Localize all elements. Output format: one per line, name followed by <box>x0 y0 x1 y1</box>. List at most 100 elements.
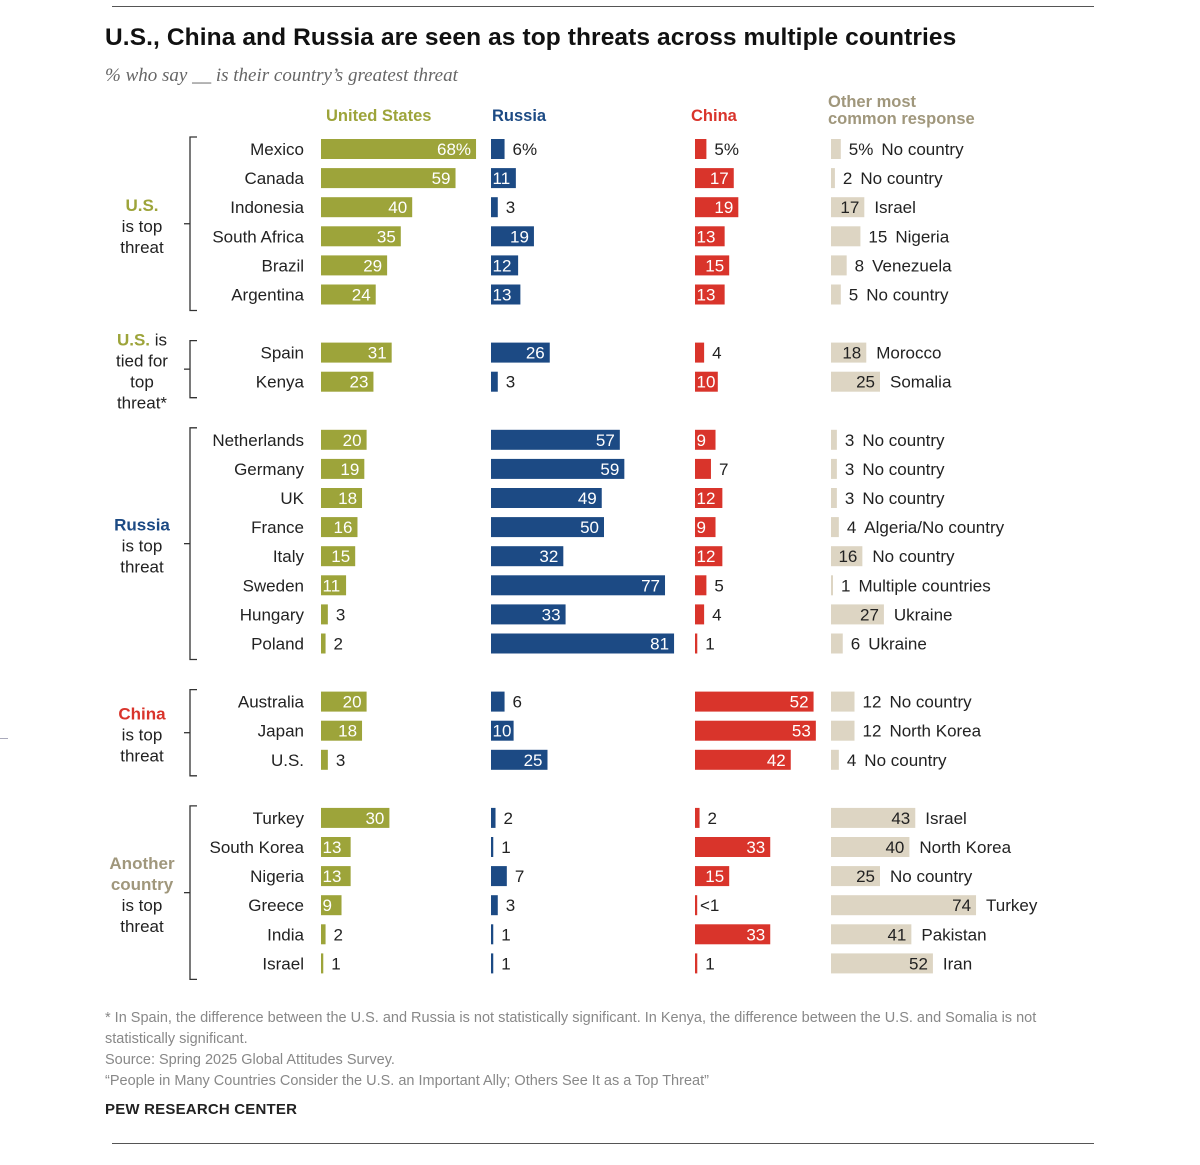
russia-bar-hungary <box>491 604 566 625</box>
top-rule <box>112 6 1094 7</box>
other-bar-argentina <box>831 284 841 305</box>
china-value-turkey: 2 <box>708 809 717 828</box>
china-bar-poland <box>695 633 698 654</box>
other-bar-netherlands <box>831 429 837 450</box>
us-bar-uk <box>321 488 363 508</box>
other-name-nigeria: No country <box>890 867 973 886</box>
us-bar-poland <box>321 633 326 654</box>
russia-bar-indonesia <box>491 197 498 218</box>
other-bar-france <box>831 517 839 538</box>
us-value-netherlands: 20 <box>343 431 362 450</box>
us-bar-u-s <box>321 749 328 770</box>
group-label-4-line-1: China <box>118 705 166 724</box>
country-label-sweden: Sweden <box>243 576 304 595</box>
other-name-canada: No country <box>860 169 943 188</box>
russia-bar-mexico <box>491 139 505 159</box>
us-value-turkey: 30 <box>365 809 384 828</box>
us-bar-brazil <box>321 255 388 276</box>
country-label-australia: Australia <box>238 693 305 712</box>
us-bar-australia <box>321 691 367 712</box>
other-name-turkey: Israel <box>925 809 967 828</box>
russia-bar-netherlands <box>491 429 620 450</box>
china-value-australia: 52 <box>790 693 809 712</box>
russia-value-mexico: 6% <box>513 140 538 159</box>
other-name-italy: No country <box>872 547 955 566</box>
other-bar-u-s <box>831 749 839 770</box>
country-label-india: India <box>267 925 304 944</box>
other-value-canada: 2 <box>843 169 852 188</box>
china-bar-greece <box>695 895 698 916</box>
group-label-5-line-4: threat <box>120 917 164 936</box>
china-value-nigeria: 15 <box>705 867 724 886</box>
us-value-argentina: 24 <box>352 286 371 305</box>
country-label-hungary: Hungary <box>240 605 305 624</box>
other-name-poland: Ukraine <box>868 635 927 654</box>
china-value-greece: <1 <box>700 896 719 915</box>
other-value-south-africa: 15 <box>868 227 887 246</box>
russia-value-uk: 49 <box>578 489 597 508</box>
country-label-kenya: Kenya <box>256 373 305 392</box>
chart-subtitle: % who say __ is their country’s greatest… <box>105 65 458 86</box>
china-value-south-korea: 33 <box>746 838 765 857</box>
us-bar-kenya <box>321 371 374 392</box>
us-value-israel: 1 <box>331 954 340 973</box>
china-bar-kenya <box>695 371 718 392</box>
bottom-rule <box>112 1143 1094 1144</box>
group-label-3-line-1: Russia <box>114 516 170 535</box>
country-label-greece: Greece <box>248 896 304 915</box>
us-bar-japan <box>321 720 363 741</box>
column-header-other: Other most common response <box>828 94 975 128</box>
other-bar-canada <box>831 168 835 189</box>
russia-bar-spain <box>491 342 550 363</box>
russia-bar-uk <box>491 488 602 508</box>
group-label-highlight: U.S. <box>117 331 150 350</box>
other-name-kenya: Somalia <box>890 373 952 392</box>
group-bracket-2 <box>189 339 197 399</box>
russia-value-poland: 81 <box>650 635 669 654</box>
china-value-france: 9 <box>697 518 706 537</box>
china-bar-france <box>695 517 716 538</box>
us-value-uk: 18 <box>338 489 357 508</box>
other-name-mexico: No country <box>881 140 964 159</box>
other-name-netherlands: No country <box>862 431 945 450</box>
other-bar-uk <box>831 488 837 508</box>
us-bar-spain <box>321 342 392 363</box>
country-label-argentina: Argentina <box>231 286 304 305</box>
china-bar-argentina <box>695 284 725 305</box>
country-label-germany: Germany <box>234 460 304 479</box>
other-name-germany: No country <box>862 460 945 479</box>
other-name-brazil: Venezuela <box>872 256 952 275</box>
other-value-u-s: 4 <box>847 751 856 770</box>
russia-value-japan: 10 <box>493 722 512 741</box>
us-bar-indonesia <box>321 197 413 218</box>
other-value-nigeria: 25 <box>856 867 875 886</box>
group-label-2-line-3: top <box>130 373 154 392</box>
other-bar-south-africa <box>831 226 861 247</box>
us-bar-hungary <box>321 604 328 625</box>
left-edge-mark <box>0 738 8 739</box>
china-bar-turkey <box>695 807 700 828</box>
russia-value-israel: 1 <box>501 954 510 973</box>
other-value-argentina: 5 <box>849 286 858 305</box>
russia-bar-canada <box>491 168 516 189</box>
other-bar-hungary <box>831 604 884 625</box>
us-value-indonesia: 40 <box>388 198 407 217</box>
china-value-spain: 4 <box>712 344 721 363</box>
us-value-south-korea: 13 <box>323 838 342 857</box>
other-name-greece: Turkey <box>986 896 1038 915</box>
other-bar-spain <box>831 342 867 363</box>
other-value-brazil: 8 <box>855 256 864 275</box>
russia-bar-israel <box>491 953 494 974</box>
us-bar-greece <box>321 895 342 916</box>
russia-value-kenya: 3 <box>506 373 515 392</box>
other-name-france: Algeria/No country <box>864 518 1004 537</box>
us-bar-argentina <box>321 284 376 305</box>
russia-value-south-africa: 19 <box>510 227 529 246</box>
russia-bar-south-africa <box>491 226 534 247</box>
us-bar-south-korea <box>321 837 351 857</box>
us-bar-mexico <box>321 139 477 159</box>
other-name-hungary: Ukraine <box>894 605 953 624</box>
other-name-australia: No country <box>889 693 972 712</box>
other-value-kenya: 25 <box>856 373 875 392</box>
country-label-nigeria: Nigeria <box>250 867 304 886</box>
